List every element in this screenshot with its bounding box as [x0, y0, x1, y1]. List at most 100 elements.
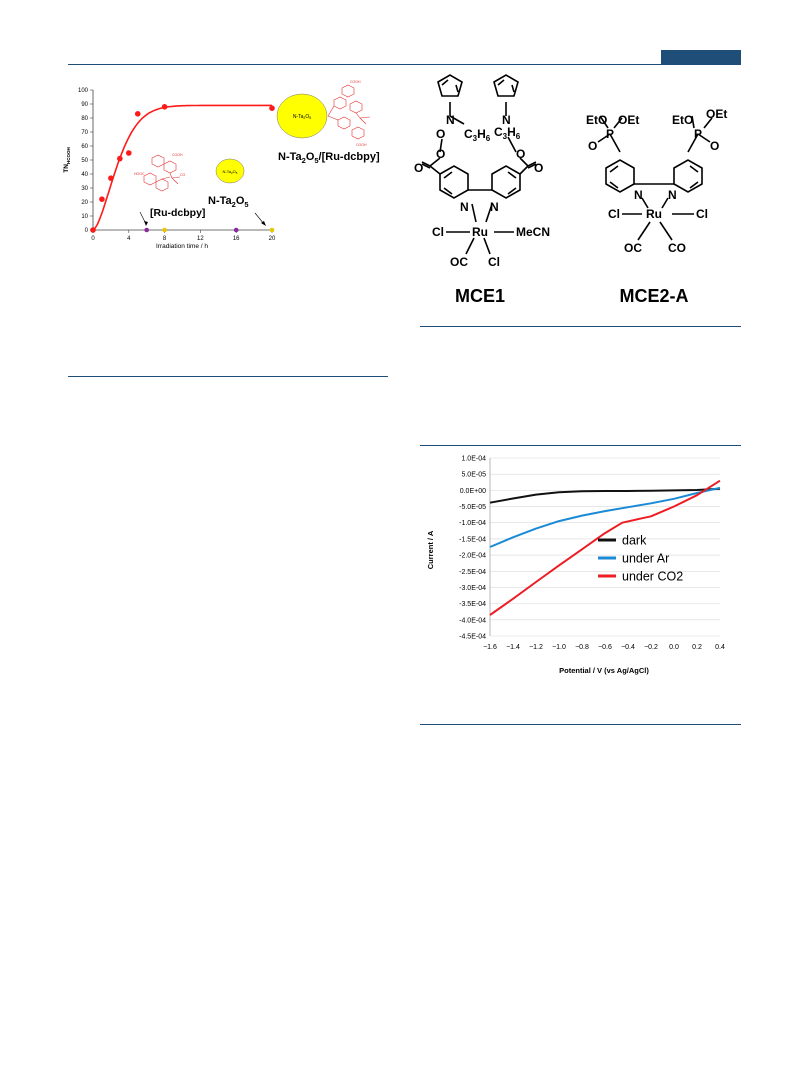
- svg-text:Ru: Ru: [472, 225, 488, 239]
- svg-text:OEt: OEt: [706, 107, 727, 121]
- ru-co-label: CO: [180, 173, 186, 177]
- fig1-point-hybrid: [269, 105, 275, 111]
- ru-dcbpy-label: [Ru-dcbpy]: [150, 207, 205, 219]
- fig3-legend-label: under CO2: [622, 570, 683, 584]
- ru-hooc-left: HOOC: [134, 172, 145, 176]
- svg-text:Ru: Ru: [646, 207, 662, 221]
- fig3-xlabel: Potential / V (vs Ag/AgCl): [559, 666, 649, 675]
- mce2a-structure: [597, 115, 713, 241]
- ru-dcbpy-arrowhead: [144, 221, 148, 226]
- hybrid-cooh-bottom: COOH: [356, 143, 367, 147]
- svg-text:N: N: [490, 200, 499, 214]
- section-rule-right-1: [420, 326, 741, 327]
- n-ta2o5-particle: [215, 158, 245, 184]
- figure3-chart: 1.0E-04 5.0E-05 0.0E+00 -5.0E-05 -1.0E-04 -1.…: [426, 456, 725, 676]
- mce1-structure: [421, 74, 537, 255]
- fig1-point-hybrid: [161, 104, 168, 110]
- svg-text:Cl: Cl: [608, 207, 620, 221]
- svg-text:C3H6: C3H6: [464, 127, 491, 143]
- mce1-name: MCE1: [455, 286, 505, 306]
- fig1-ytick-label: 30: [81, 186, 88, 192]
- hybrid-label: N-Ta2O5/[Ru-dcbpy]: [278, 151, 380, 165]
- fig1-ytick-label: 70: [81, 130, 88, 136]
- fig1-ytick-label: 0: [85, 228, 89, 234]
- fig3-ytick-label: -1.5E-04: [459, 536, 486, 543]
- fig1-point-ru-dcbpy: [144, 227, 149, 233]
- fig3-xtick-label: 0.0: [669, 644, 679, 651]
- svg-text:OC: OC: [624, 241, 642, 255]
- fig1-point-hybrid: [99, 196, 105, 202]
- fig3-ytick-label: -4.0E-04: [459, 617, 486, 624]
- hybrid-particle-label: N-Ta2O5: [293, 114, 311, 120]
- svg-text:CO: CO: [668, 241, 686, 255]
- fig3-xtick-label: −0.8: [575, 644, 589, 651]
- mce1-labels: N N O C3H6 C3H6 O O O O N N Ru Cl MeCN O…: [414, 113, 550, 269]
- fig3-xtick-label: −0.2: [644, 644, 658, 651]
- fig1-point-hybrid: [117, 155, 123, 162]
- fig1-point-ru-dcbpy: [233, 227, 239, 233]
- fig3-xtick-label: −0.4: [621, 644, 635, 651]
- fig3-xtick-label: −0.6: [598, 644, 612, 651]
- svg-text:P: P: [606, 127, 614, 141]
- svg-text:N: N: [502, 113, 511, 127]
- fig3-ytick-label: -2.0E-04: [459, 553, 486, 560]
- fig1-point-hybrid: [126, 150, 132, 156]
- fig3-series-dark: [489, 487, 721, 504]
- svg-text:N: N: [446, 113, 455, 127]
- figure2-structures: N N O C3H6 C3H6 O O O O N N Ru Cl MeCN O…: [414, 74, 727, 306]
- mce2a-labels: EtO OEt P O EtO OEt P O N N Ru Cl Cl OC …: [586, 107, 727, 255]
- fig3-ytick-label: -5.0E-05: [459, 504, 486, 511]
- fig3-xtick-label: −1.6: [483, 644, 497, 651]
- fig3-xtick-label: 0.4: [715, 644, 725, 651]
- svg-text:C3H6: C3H6: [494, 125, 521, 141]
- fig1-xtick-label: 0: [91, 236, 95, 242]
- fig3-ytick-label: -2.5E-04: [459, 569, 486, 576]
- section-rule-right-3: [420, 724, 741, 725]
- fig3-ytick-label: -1.0E-04: [459, 520, 486, 527]
- svg-text:N: N: [460, 200, 469, 214]
- fig1-point-n-ta2o5: [162, 227, 167, 233]
- fig3-legend-label: dark: [622, 534, 647, 548]
- hybrid-particle: [276, 93, 328, 139]
- fig1-ytick-label: 10: [81, 214, 88, 220]
- fig1-ytick-label: 40: [81, 172, 88, 178]
- hybrid-molecule: [327, 84, 371, 140]
- fig1-point-hybrid: [134, 111, 141, 117]
- n-ta2o5-label: N-Ta2O5: [208, 195, 249, 209]
- svg-text:O: O: [516, 147, 525, 161]
- svg-text:OC: OC: [450, 255, 468, 269]
- fig1-xtick-label: 20: [269, 236, 276, 242]
- fig3-xtick-label: −1.0: [552, 644, 566, 651]
- fig3-xtick-label: 0.2: [692, 644, 702, 651]
- svg-text:O: O: [710, 139, 719, 153]
- fig1-ytick-label: 90: [81, 102, 88, 108]
- fig1-ytick-label: 50: [81, 158, 88, 164]
- svg-text:N: N: [634, 188, 643, 202]
- fig3-legend: dark under Ar under CO2: [598, 534, 683, 584]
- fig1-ytick-label: 100: [78, 88, 89, 94]
- svg-text:MeCN: MeCN: [516, 225, 550, 239]
- svg-text:O: O: [534, 161, 543, 175]
- mce2a-name: MCE2-A: [619, 286, 688, 306]
- fig3-legend-label: under Ar: [622, 552, 669, 566]
- fig1-point-n-ta2o5: [269, 227, 275, 233]
- ru-cooh-top: COOH: [172, 153, 183, 157]
- fig3-ylabel: Current / A: [426, 530, 435, 569]
- svg-text:EtO: EtO: [586, 113, 607, 127]
- fig1-fit-curve: [92, 104, 272, 231]
- fig3-ytick-label: -3.0E-04: [459, 585, 486, 592]
- svg-text:Cl: Cl: [488, 255, 500, 269]
- fig3-series-under-ar: [489, 486, 721, 548]
- svg-text:O: O: [436, 147, 445, 161]
- fig3-ytick-label: -4.5E-04: [459, 634, 486, 641]
- fig1-ytick-label: 80: [81, 116, 88, 122]
- n-ta2o5-arrowhead: [261, 221, 266, 226]
- hybrid-cooh-top: COOH: [350, 80, 361, 84]
- fig1-point-hybrid: [108, 175, 114, 181]
- fig1-xtick-label: 8: [163, 236, 167, 242]
- svg-text:O: O: [414, 161, 423, 175]
- svg-text:OEt: OEt: [618, 113, 639, 127]
- svg-text:Cl: Cl: [696, 207, 708, 221]
- fig3-ytick-label: 1.0E-04: [461, 456, 486, 463]
- fig1-xtick-label: 16: [233, 236, 240, 242]
